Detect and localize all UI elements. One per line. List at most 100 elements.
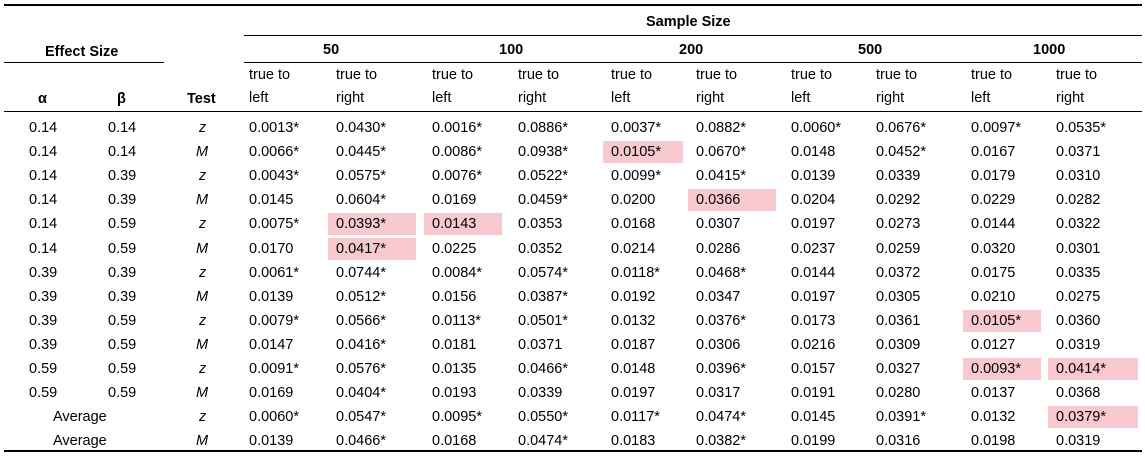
value-cell: 0.0275 (1056, 288, 1101, 305)
value-cell: 0.0200 (611, 192, 656, 209)
true-to-left-header: true to (611, 67, 653, 83)
average-label: Average (53, 409, 107, 426)
value-cell: 0.0368 (1056, 385, 1101, 402)
bottom-rule (4, 450, 1142, 452)
value-cell: 0.0084* (432, 264, 482, 281)
value-cell: 0.0139 (249, 288, 294, 305)
value-cell: 0.0286 (696, 240, 741, 257)
value-cell: 0.0197 (611, 385, 656, 402)
value-cell: 0.0144 (971, 216, 1016, 233)
highlight-cell (688, 189, 776, 212)
effect-size-header: Effect Size (45, 44, 119, 60)
alpha-value: 0.39 (29, 336, 58, 353)
value-cell: 0.0305 (876, 288, 921, 305)
true-to-right-header: true to (876, 67, 918, 83)
value-cell: 0.0604* (336, 192, 386, 209)
value-cell: 0.0468* (696, 264, 746, 281)
value-cell: 0.0143 (432, 216, 477, 233)
value-cell: 0.0137 (971, 385, 1016, 402)
value-cell: 0.0320 (971, 240, 1016, 257)
value-cell: 0.0118* (611, 264, 660, 281)
true-to-left-header-line2: left (249, 90, 269, 106)
value-cell: 0.0566* (336, 312, 386, 329)
true-to-left-header: true to (432, 67, 474, 83)
true-to-right-header-line2: right (1056, 90, 1085, 106)
top-rule (4, 4, 1142, 6)
value-cell: 0.0670* (696, 144, 746, 161)
value-cell: 0.0550* (518, 409, 568, 426)
value-cell: 0.0175 (971, 264, 1016, 281)
value-cell: 0.0237 (791, 240, 836, 257)
alpha-value: 0.39 (29, 288, 58, 305)
test-value: z (199, 264, 207, 281)
value-cell: 0.0169 (432, 192, 477, 209)
sample-size-header: Sample Size (646, 14, 731, 30)
value-cell: 0.0016* (432, 120, 482, 136)
beta-value: 0.59 (108, 385, 137, 402)
value-cell: 0.0882* (696, 120, 746, 136)
value-cell: 0.0676* (876, 120, 926, 136)
value-cell: 0.0145 (249, 192, 294, 209)
value-cell: 0.0198 (971, 433, 1016, 450)
beta-value: 0.59 (108, 240, 137, 257)
beta-value: 0.59 (108, 336, 137, 353)
value-cell: 0.0105* (971, 312, 1021, 329)
true-to-right-header-line2: right (336, 90, 365, 106)
highlight-cell (603, 141, 683, 164)
value-cell: 0.0197 (791, 216, 836, 233)
value-cell: 0.0309 (876, 336, 921, 353)
value-cell: 0.0066* (249, 144, 299, 161)
sample-size-50: 50 (323, 42, 340, 58)
value-cell: 0.0339 (876, 168, 921, 185)
value-cell: 0.0095* (432, 409, 482, 426)
value-cell: 0.0574* (518, 264, 568, 281)
test-value: M (196, 433, 209, 450)
true-to-right-header: true to (336, 67, 378, 83)
test-value: M (196, 144, 209, 161)
test-value: z (199, 312, 207, 329)
value-cell: 0.0301 (1056, 240, 1101, 257)
test-value: M (196, 192, 209, 209)
value-cell: 0.0452* (876, 144, 926, 161)
beta-value: 0.14 (108, 144, 137, 161)
highlight-cell (963, 309, 1041, 332)
value-cell: 0.0157 (791, 361, 836, 377)
alpha-value: 0.14 (29, 144, 58, 161)
value-cell: 0.0575* (336, 168, 386, 185)
test-value: M (196, 336, 209, 353)
beta-value: 0.39 (108, 168, 137, 185)
value-cell: 0.0396* (696, 361, 746, 377)
value-cell: 0.0282 (1056, 192, 1101, 209)
alpha-value: 0.14 (29, 240, 58, 257)
alpha-value: 0.14 (29, 192, 58, 209)
value-cell: 0.0199 (791, 433, 836, 450)
value-cell: 0.0145 (791, 409, 836, 426)
value-cell: 0.0322 (1056, 216, 1101, 233)
value-cell: 0.0139 (791, 168, 836, 185)
value-cell: 0.0173 (791, 312, 836, 329)
value-cell: 0.0310 (1056, 168, 1101, 185)
test-header: Test (187, 91, 216, 107)
test-value: M (196, 288, 209, 305)
alpha-header: α (38, 91, 47, 107)
value-cell: 0.0371 (518, 336, 563, 353)
beta-value: 0.59 (108, 216, 137, 233)
true-to-left-header-line2: left (611, 90, 631, 106)
value-cell: 0.0273 (876, 216, 921, 233)
value-cell: 0.0079* (249, 312, 299, 329)
value-cell: 0.0043* (249, 168, 299, 185)
value-cell: 0.0197 (791, 288, 836, 305)
value-cell: 0.0376* (696, 312, 746, 329)
true-to-left-header: true to (971, 67, 1013, 83)
beta-value: 0.39 (108, 288, 137, 305)
highlight-cell (963, 358, 1041, 380)
value-cell: 0.0229 (971, 192, 1016, 209)
value-cell: 0.0127 (971, 336, 1016, 353)
alpha-value: 0.59 (29, 361, 58, 377)
value-cell: 0.0192 (611, 288, 656, 305)
value-cell: 0.0187 (611, 336, 656, 353)
value-cell: 0.0414* (1056, 361, 1106, 377)
value-cell: 0.0361 (876, 312, 921, 329)
value-cell: 0.0093* (971, 361, 1021, 377)
